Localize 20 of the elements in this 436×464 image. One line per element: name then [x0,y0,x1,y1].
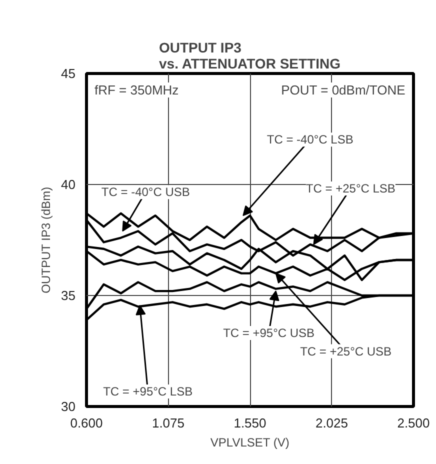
annotation: TC = +95°C USB [223,326,315,340]
x-tick-label: 2.025 [315,416,348,430]
x-tick-label: 2.500 [397,416,430,430]
annotation: fRF = 350MHz [94,82,179,98]
x-axis-title: VPLVLSET (V) [210,436,290,450]
x-tick-label: 0.600 [70,416,103,430]
annotation: TC = +95°C LSB [103,384,193,398]
y-tick-label: 35 [61,288,76,303]
x-tick-label: 1.075 [152,416,185,430]
y-tick-label: 40 [61,177,76,192]
annotation: TC = +25°C USB [300,344,392,358]
y-tick-label: 30 [61,399,76,414]
annotation: TC = +25°C LSB [306,181,396,196]
y-tick-label: 45 [61,66,76,81]
annotation: POUT = 0dBm/TONE [281,82,406,98]
y-axis-title: OUTPUT IP3 (dBm) [39,186,54,294]
x-tick-label: 1.550 [234,416,266,430]
annotation: TC = -40°C LSB [266,132,354,147]
chart-title: OUTPUT IP3 vs. ATTENUATOR SETTING [158,40,341,72]
annotation: TC = -40°C USB [101,185,190,200]
